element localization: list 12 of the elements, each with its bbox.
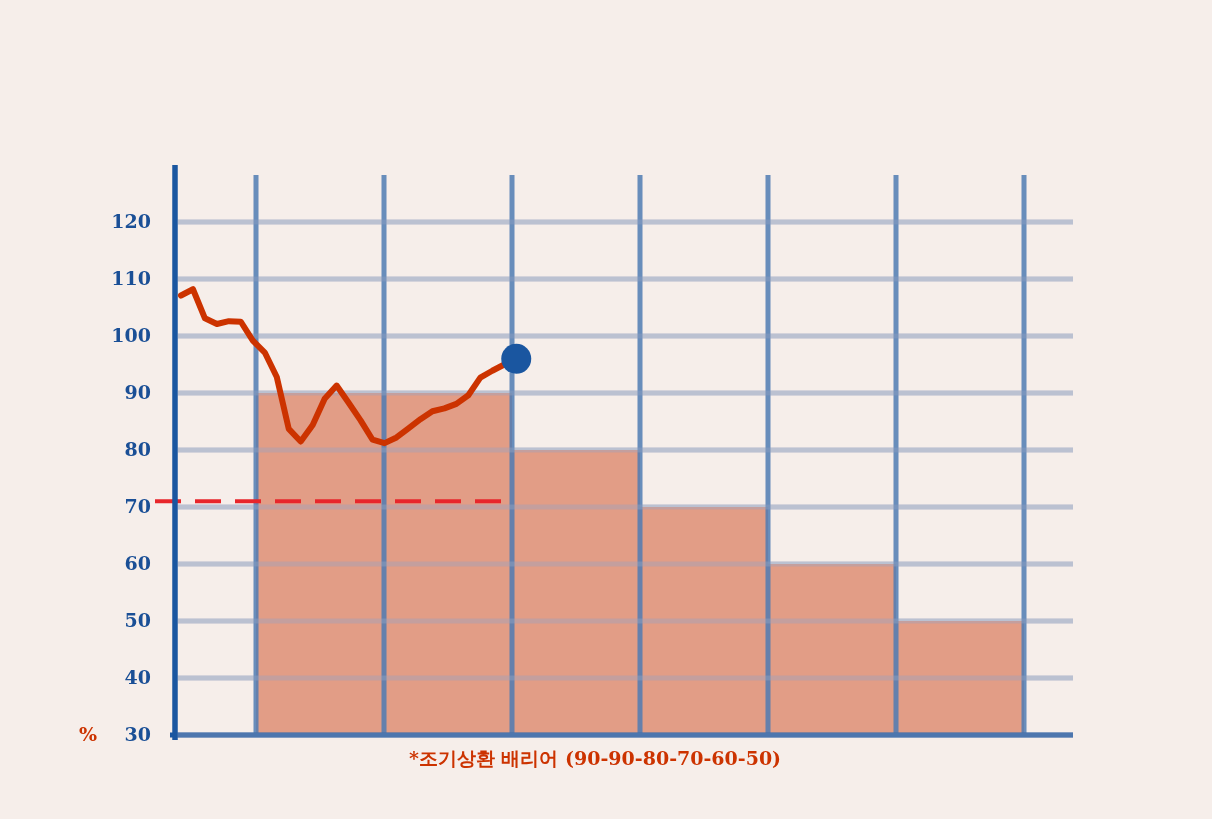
y-tick-label: 120 [111, 210, 151, 232]
x-axis-title: *조기상환 배리어 (90-90-80-70-60-50) [408, 747, 782, 769]
y-tick-label: 60 [124, 552, 151, 574]
y-tick-label: 30 [124, 723, 151, 745]
y-tick-label: 110 [111, 267, 151, 289]
y-tick-label: 80 [124, 438, 151, 460]
y-tick-label: 70 [124, 495, 151, 517]
y-tick-label: 50 [124, 609, 151, 631]
y-tick-label: 90 [124, 381, 151, 403]
y-tick-label: 40 [124, 666, 151, 688]
y-axis-title: % [78, 723, 98, 745]
y-tick-label: 100 [111, 324, 151, 346]
